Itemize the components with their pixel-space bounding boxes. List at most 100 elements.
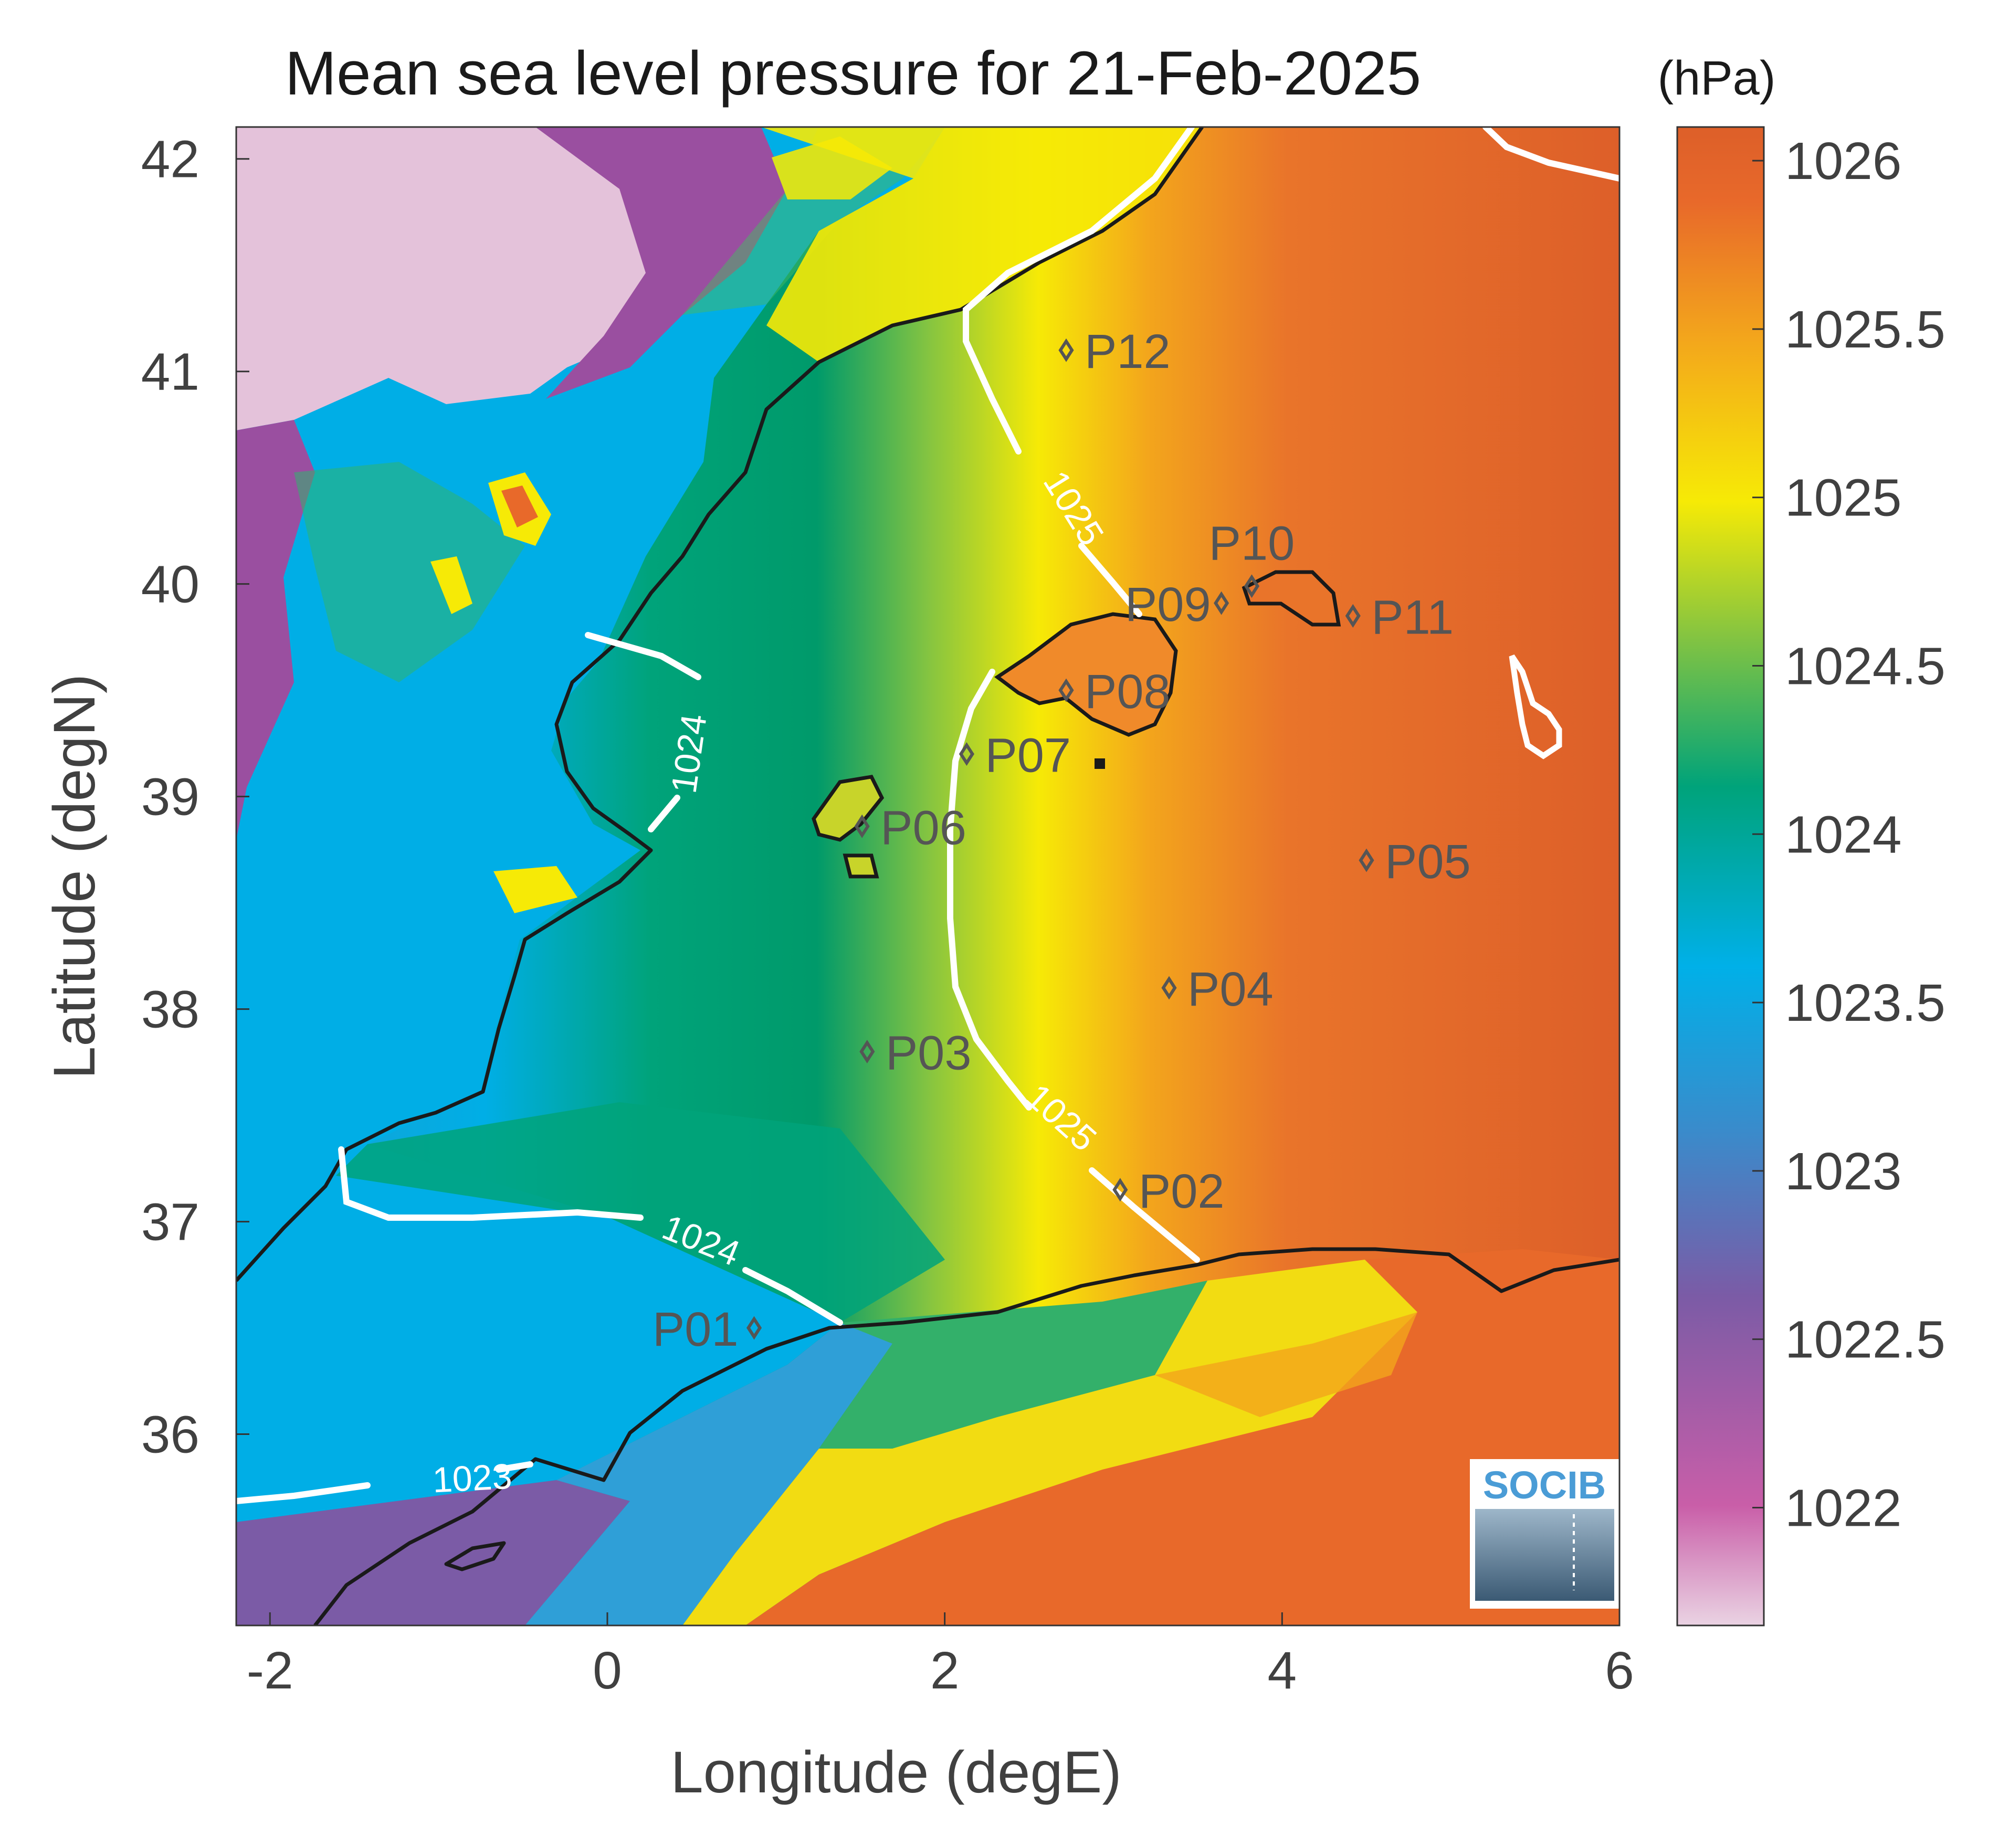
station-label: P12: [1085, 325, 1171, 378]
land-iberia-green-patch: [294, 462, 525, 682]
logo-text: SOCIB: [1483, 1463, 1606, 1507]
station-label: P06: [880, 801, 966, 854]
contour-1024-south: [338, 1146, 644, 1221]
station-label: P07: [985, 729, 1071, 783]
chart-title: Mean sea level pressure for 21-Feb-2025: [285, 39, 1422, 108]
colorbar-tick-label: 1025.5: [1785, 300, 1945, 359]
station-p08: P08: [1058, 665, 1171, 719]
station-p01: P01: [653, 1303, 762, 1356]
land-africa-blue: [525, 1323, 892, 1625]
colorbar-tick-label: 1023: [1785, 1142, 1901, 1201]
coastline-africa: [313, 1247, 1619, 1625]
colorbar-tick-label: 1022.5: [1785, 1311, 1945, 1369]
station-marker-icon: [1345, 604, 1361, 628]
colorbar: [1676, 126, 1765, 1627]
colorbar-ticks: 1022 1022.5 1023 1023.5 1024 1024.5 1025 1025.5…: [1752, 132, 1945, 1537]
land-iberia-purple-west: [236, 420, 315, 840]
station-label: P08: [1085, 665, 1171, 719]
land-africa-west: [236, 1480, 630, 1625]
station-p11: P11: [1345, 590, 1454, 644]
contour-1024b: [648, 795, 680, 832]
station-label: P05: [1385, 835, 1471, 889]
island-ibiza: [812, 775, 885, 842]
logo-sea-icon: [1475, 1509, 1614, 1601]
socib-logo: SOCIB: [1470, 1459, 1619, 1609]
colorbar-tick-label: 1025: [1785, 469, 1901, 527]
island-mallorca: [994, 612, 1178, 737]
colorbar-tick-label: 1024.5: [1785, 637, 1945, 696]
y-tick-label: 39: [141, 768, 199, 827]
land-africa-yellow-2: [1155, 1312, 1417, 1417]
station-marker-icon: [1244, 574, 1260, 598]
colorbar-unit: (hPa): [1658, 51, 1776, 105]
coastline-iberia: [236, 127, 1204, 1282]
x-axis-title: Longitude (degE): [670, 1739, 1121, 1805]
y-tick-label: 41: [141, 343, 199, 402]
station-marker-icon: [1359, 848, 1374, 872]
station-p05: P05: [1359, 835, 1471, 889]
y-axis: 36 37 38 39 40 41 42: [141, 130, 249, 1464]
contour-1023: [236, 1482, 371, 1504]
land-africa-yellow: [682, 1260, 1417, 1625]
colorbar-tick-label: 1026: [1785, 132, 1901, 191]
station-label: P09: [1125, 578, 1211, 631]
x-tick-label: -2: [247, 1641, 293, 1700]
station-p02: P02: [1112, 1165, 1225, 1218]
land-catalonia: [761, 127, 1202, 362]
contour-label: 1023: [432, 1456, 513, 1501]
station-marker-icon: [1058, 338, 1074, 362]
colorbar-tick-label: 1023.5: [1785, 974, 1945, 1032]
station-marker-icon: [1161, 976, 1177, 1000]
stations: P01 P02 P03 P04 P05 P06 P07 P08 P09 P10 P11 P12: [653, 325, 1471, 1356]
contour-1025b: [1078, 543, 1142, 617]
colorbar-tick-label: 1024: [1785, 805, 1901, 864]
y-tick-label: 37: [141, 1193, 199, 1252]
contour-1026: [1482, 127, 1619, 182]
island-formentera: [843, 853, 879, 879]
station-label: P01: [653, 1303, 739, 1356]
coastlines: [236, 127, 1619, 1625]
plot-frame: [235, 126, 1621, 1627]
station-label: P02: [1139, 1165, 1225, 1218]
contour-1025c: [947, 669, 1032, 1111]
y-tick-label: 38: [141, 980, 199, 1039]
colorbar-tick-label: 1022: [1785, 1479, 1901, 1537]
station-p12: P12: [1058, 325, 1171, 378]
station-marker-icon: [854, 814, 870, 838]
y-tick-label: 36: [141, 1406, 199, 1464]
station-label: P11: [1371, 590, 1454, 644]
contour-1025: [963, 127, 1195, 455]
land-iberia-purple: [535, 127, 787, 399]
land-yellow-patch-2: [430, 556, 472, 614]
contour-1026-ring: [1509, 654, 1562, 759]
station-label: P10: [1209, 517, 1295, 571]
station-label: P04: [1187, 963, 1274, 1016]
station-marker-icon: [1112, 1178, 1128, 1202]
station-p03: P03: [859, 1027, 972, 1080]
contours: [236, 127, 1619, 1504]
x-tick-label: 2: [930, 1641, 960, 1700]
land-iberia-base: [236, 127, 945, 1281]
balearic-islands: [812, 570, 1341, 879]
station-p04: P04: [1161, 963, 1274, 1016]
island-menorca: [1242, 570, 1341, 627]
station-marker-icon: [1058, 678, 1074, 702]
x-axis: -2 0 2 4 6: [247, 1612, 1634, 1700]
land-orange-patch-1: [501, 485, 538, 527]
sea-alboran-green: [336, 1102, 945, 1323]
station-marker-icon: [746, 1316, 762, 1340]
contour-1023b: [496, 1461, 533, 1473]
coastline-alboran-island: [444, 1541, 506, 1571]
contour-1024-southb: [742, 1267, 843, 1326]
sea-alboran: [236, 1144, 840, 1522]
pressure-field: [236, 127, 1619, 1625]
station-marker-icon: [1214, 591, 1229, 615]
land-iberia-north: [236, 127, 661, 430]
x-tick-label: 6: [1605, 1641, 1634, 1700]
station-marker-icon: [959, 742, 974, 766]
contour-1025d: [1089, 1167, 1200, 1263]
contour-1024: [585, 632, 701, 680]
station-label: P03: [886, 1027, 972, 1080]
y-tick-label: 42: [141, 130, 199, 189]
